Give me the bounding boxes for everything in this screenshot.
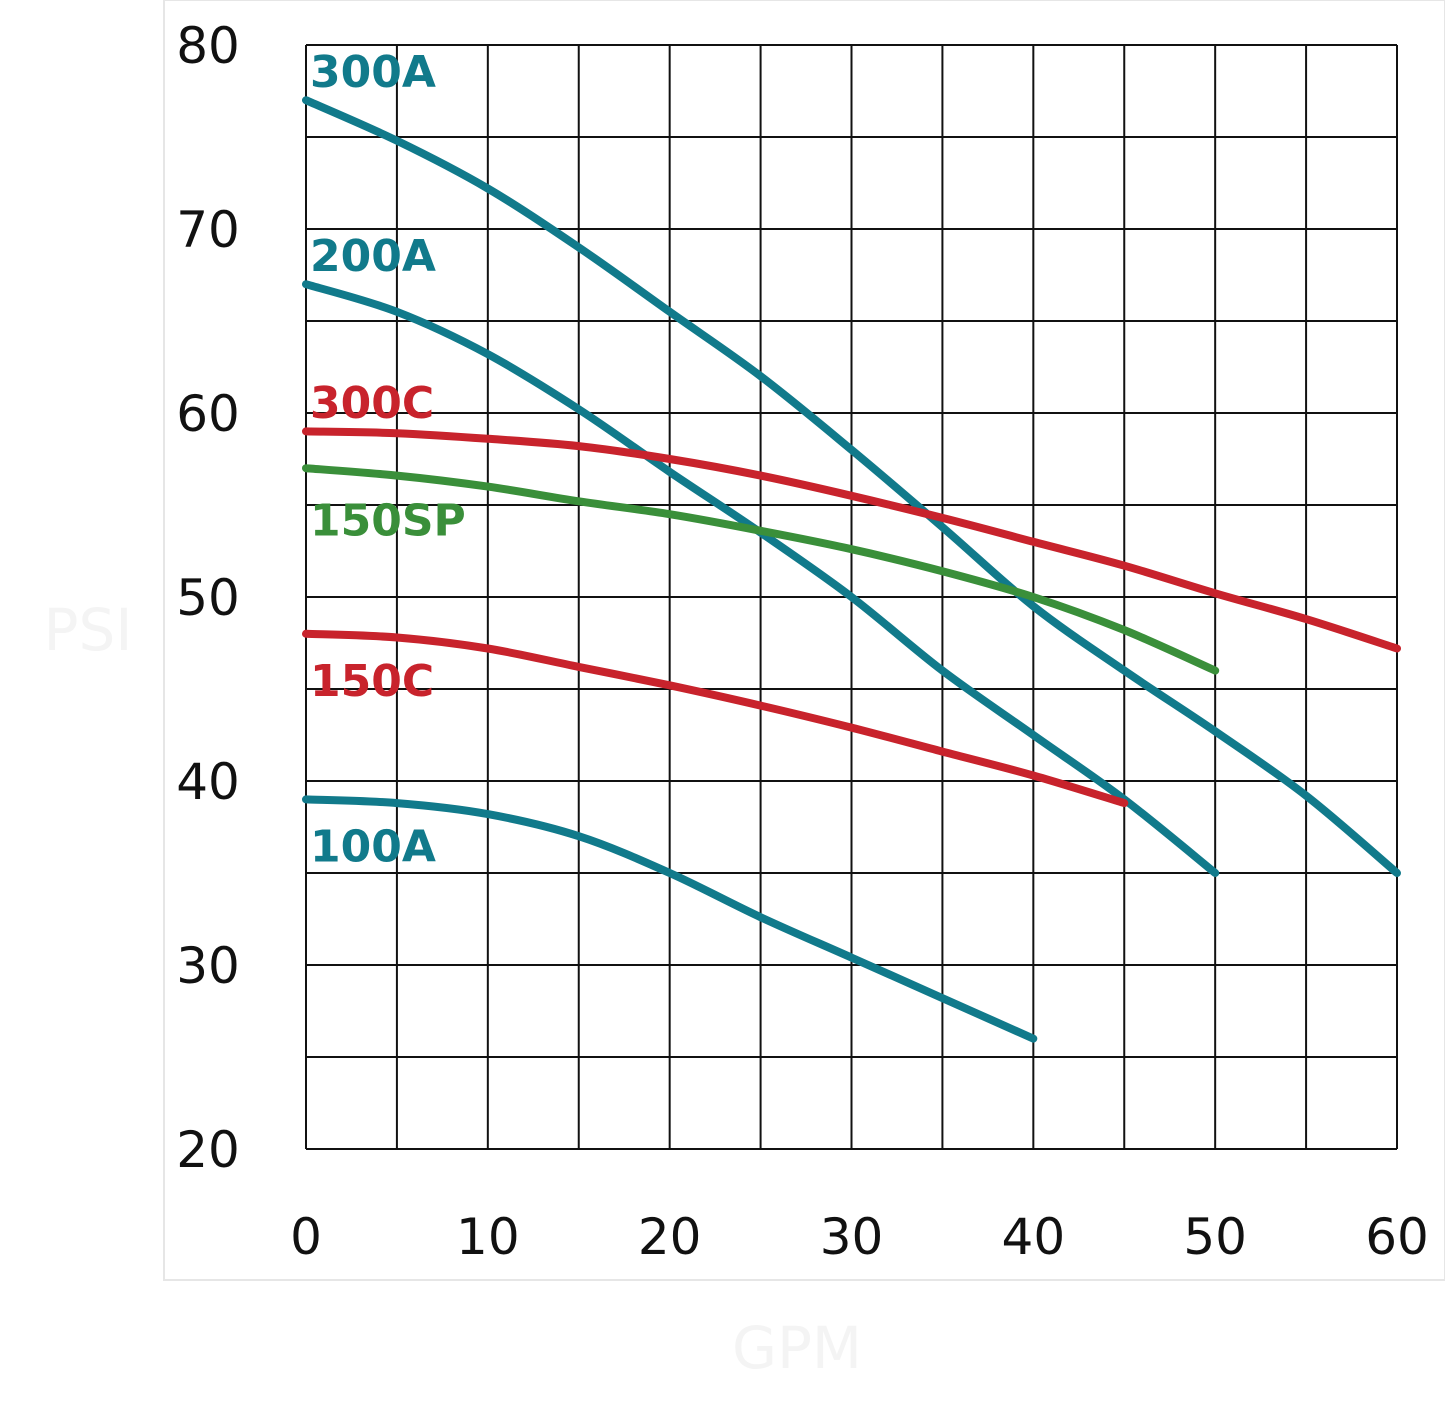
y-tick-label: 30	[176, 937, 240, 995]
x-axis-title: GPM	[732, 1314, 862, 1382]
x-tick-label: 40	[1002, 1208, 1066, 1266]
series-line-300a	[302, 96, 1401, 877]
x-tick-label: 10	[456, 1208, 520, 1266]
y-axis-ticks: 20 30 40 50 60 70 80	[176, 17, 240, 1179]
series-line-300c	[302, 427, 1401, 653]
series-label-300c: 300C	[310, 378, 434, 429]
x-tick-label: 50	[1183, 1208, 1247, 1266]
x-tick-label: 60	[1365, 1208, 1429, 1266]
series-label-300a: 300A	[310, 47, 436, 98]
curves	[302, 96, 1401, 1043]
x-axis-ticks: 0 10 20 30 40 50 60	[290, 1208, 1429, 1266]
x-tick-label: 0	[290, 1208, 322, 1266]
y-tick-label: 80	[176, 17, 240, 75]
y-tick-label: 50	[176, 569, 240, 627]
series-label-150c: 150C	[310, 656, 434, 707]
series-label-100a: 100A	[310, 821, 436, 872]
series-line-150sp	[302, 464, 1220, 675]
y-tick-label: 70	[176, 201, 240, 259]
series-label-200a: 200A	[310, 231, 436, 282]
x-tick-label: 20	[638, 1208, 702, 1266]
series-line-150c	[302, 629, 1129, 808]
x-tick-label: 30	[820, 1208, 884, 1266]
curve-labels: 300A 200A 300C 150SP 150C 100A	[310, 47, 466, 873]
y-tick-label: 40	[176, 753, 240, 811]
y-tick-label: 60	[176, 385, 240, 443]
chart-panel	[163, 0, 1445, 1281]
series-label-150sp: 150SP	[310, 496, 466, 547]
y-axis-title: PSI	[44, 596, 133, 664]
y-tick-label: 20	[176, 1121, 240, 1179]
series-line-100a	[302, 795, 1038, 1043]
